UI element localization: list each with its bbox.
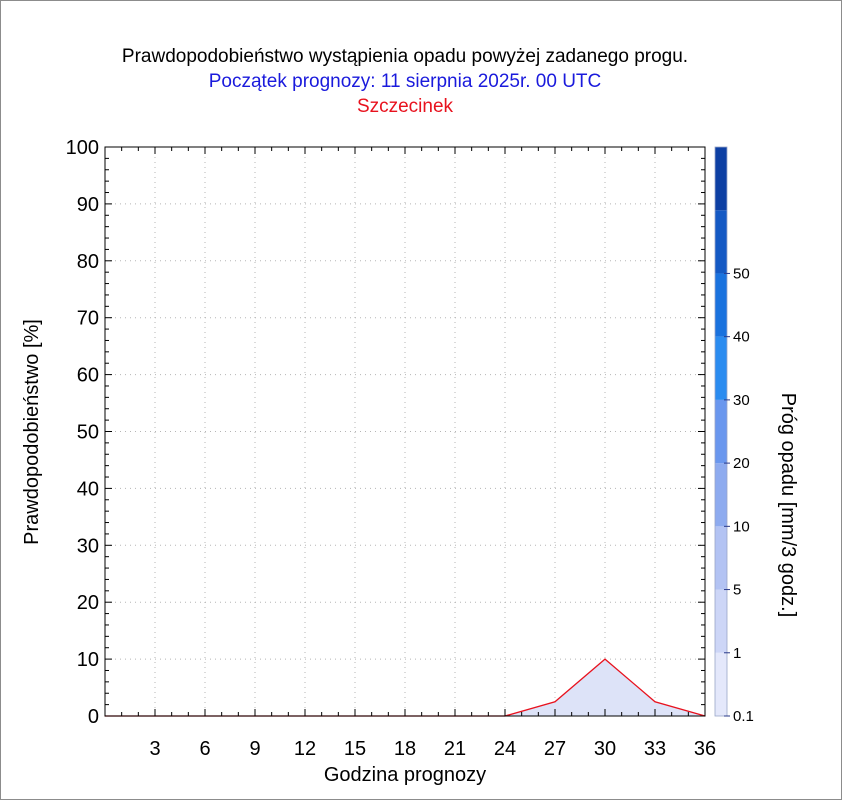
colorbar-tick-label: 50 — [733, 265, 750, 282]
colorbar-tick-label: 40 — [733, 329, 750, 346]
y-tick-label: 90 — [77, 194, 99, 216]
y-tick-label: 30 — [77, 535, 99, 557]
x-tick-label: 15 — [344, 738, 366, 760]
colorbar-tick-label: 0.1 — [733, 708, 754, 725]
chart-subtitle: Początek prognozy: 11 sierpnia 2025r. 00… — [209, 71, 602, 92]
colorbar-tick-label: 30 — [733, 392, 750, 409]
colorbar-segment — [715, 652, 727, 716]
y-tick-label: 80 — [77, 251, 99, 273]
x-tick-label: 24 — [494, 738, 516, 760]
x-tick-label: 27 — [544, 738, 566, 760]
colorbar-label: Próg opadu [mm/3 godz.] — [777, 393, 799, 618]
x-tick-label: 21 — [444, 738, 466, 760]
y-tick-label: 50 — [77, 422, 99, 444]
colorbar-segment — [715, 589, 727, 653]
data-point — [554, 701, 556, 703]
y-axis-label: Prawdopodobieństwo [%] — [21, 319, 43, 545]
x-tick-label: 3 — [149, 738, 160, 760]
y-tick-label: 40 — [77, 478, 99, 500]
x-tick-label: 6 — [199, 738, 210, 760]
colorbar: 0.1 1 5 10 20 30 40 50 — [714, 146, 754, 725]
grid — [105, 147, 705, 716]
colorbar-border — [714, 146, 728, 717]
colorbar-segment — [715, 526, 727, 590]
y-tick-label: 0 — [88, 706, 99, 728]
colorbar-segment — [715, 273, 727, 337]
colorbar-tick-label: 5 — [733, 582, 741, 599]
x-tick-label: 12 — [294, 738, 316, 760]
colorbar-segment — [715, 336, 727, 400]
x-tick-label: 33 — [644, 738, 666, 760]
y-tick-label: 60 — [77, 365, 99, 387]
colorbar-tick-label: 20 — [733, 455, 750, 472]
y-tick-label: 100 — [66, 137, 99, 159]
x-tick-label: 30 — [594, 738, 616, 760]
colorbar-tick-label: 10 — [733, 518, 750, 535]
x-tick-label: 18 — [394, 738, 416, 760]
colorbar-segment — [715, 147, 727, 211]
colorbar-tick-label: 1 — [733, 645, 741, 662]
colorbar-segment — [715, 463, 727, 527]
x-tick-label: 9 — [249, 738, 260, 760]
y-tick-label: 10 — [77, 649, 99, 671]
y-tick-label: 20 — [77, 592, 99, 614]
y-tick-label: 70 — [77, 308, 99, 330]
x-axis-label: Godzina prognozy — [324, 764, 486, 786]
data-point — [654, 701, 656, 703]
colorbar-segment — [715, 399, 727, 464]
data-point — [604, 658, 606, 660]
colorbar-segment — [715, 210, 727, 274]
chart-title: Prawdopodobieństwo wystąpienia opadu pow… — [122, 46, 688, 67]
x-tick-label: 36 — [694, 738, 716, 760]
chart-location: Szczecinek — [357, 96, 454, 117]
